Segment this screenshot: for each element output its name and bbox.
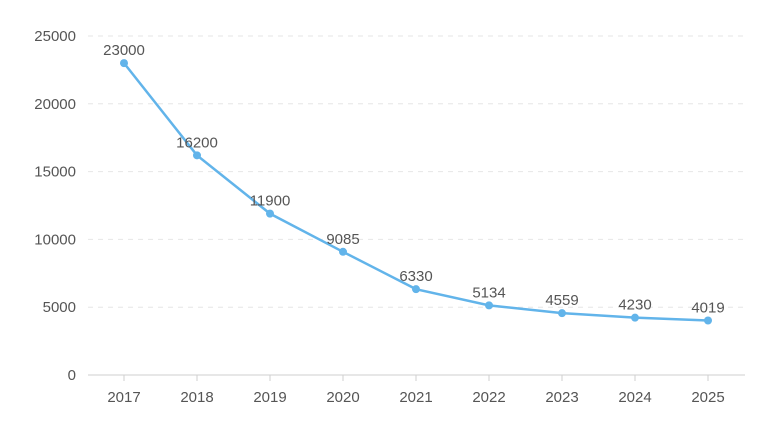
x-tick-label: 2024 [618, 389, 651, 406]
y-tick-label: 0 [68, 367, 76, 384]
y-tick-label: 25000 [34, 28, 76, 45]
data-label: 9085 [326, 231, 359, 248]
x-tick-label: 2022 [472, 389, 505, 406]
data-point [704, 316, 712, 325]
x-tick-label: 2019 [253, 389, 286, 406]
data-label: 4559 [545, 292, 578, 309]
y-tick-label: 5000 [43, 299, 76, 316]
data-point [339, 247, 347, 256]
data-label: 6330 [399, 268, 432, 285]
data-point [120, 59, 128, 68]
x-tick-label: 2017 [107, 389, 140, 406]
grid-lines [88, 35, 745, 308]
data-label: 4230 [618, 297, 651, 314]
data-point [631, 313, 639, 322]
y-tick-label: 15000 [34, 164, 76, 181]
data-point [266, 209, 274, 218]
data-point [193, 151, 201, 160]
x-axis [88, 374, 745, 381]
x-axis-tick-labels: 2017 2018 2019 2020 2021 2022 2023 2024 2025 [107, 389, 724, 406]
data-labels: 23000 16200 11900 9085 6330 5134 4559 4230 4019 [103, 42, 725, 316]
data-label: 23000 [103, 42, 145, 59]
y-axis-tick-labels: 0 5000 10000 15000 20000 25000 [34, 28, 76, 384]
x-tick-label: 2020 [326, 389, 359, 406]
y-tick-label: 10000 [34, 231, 76, 248]
y-tick-label: 20000 [34, 96, 76, 113]
data-label: 11900 [250, 193, 291, 210]
x-tick-label: 2021 [399, 389, 432, 406]
x-tick-label: 2018 [180, 389, 213, 406]
data-point [412, 285, 420, 294]
data-label: 4019 [691, 300, 724, 317]
series-points [120, 59, 712, 325]
data-label: 16200 [176, 134, 218, 151]
data-label: 5134 [472, 284, 505, 301]
data-point [485, 301, 493, 310]
data-point [558, 309, 566, 318]
x-tick-label: 2025 [691, 389, 724, 406]
x-tick-label: 2023 [545, 389, 578, 406]
